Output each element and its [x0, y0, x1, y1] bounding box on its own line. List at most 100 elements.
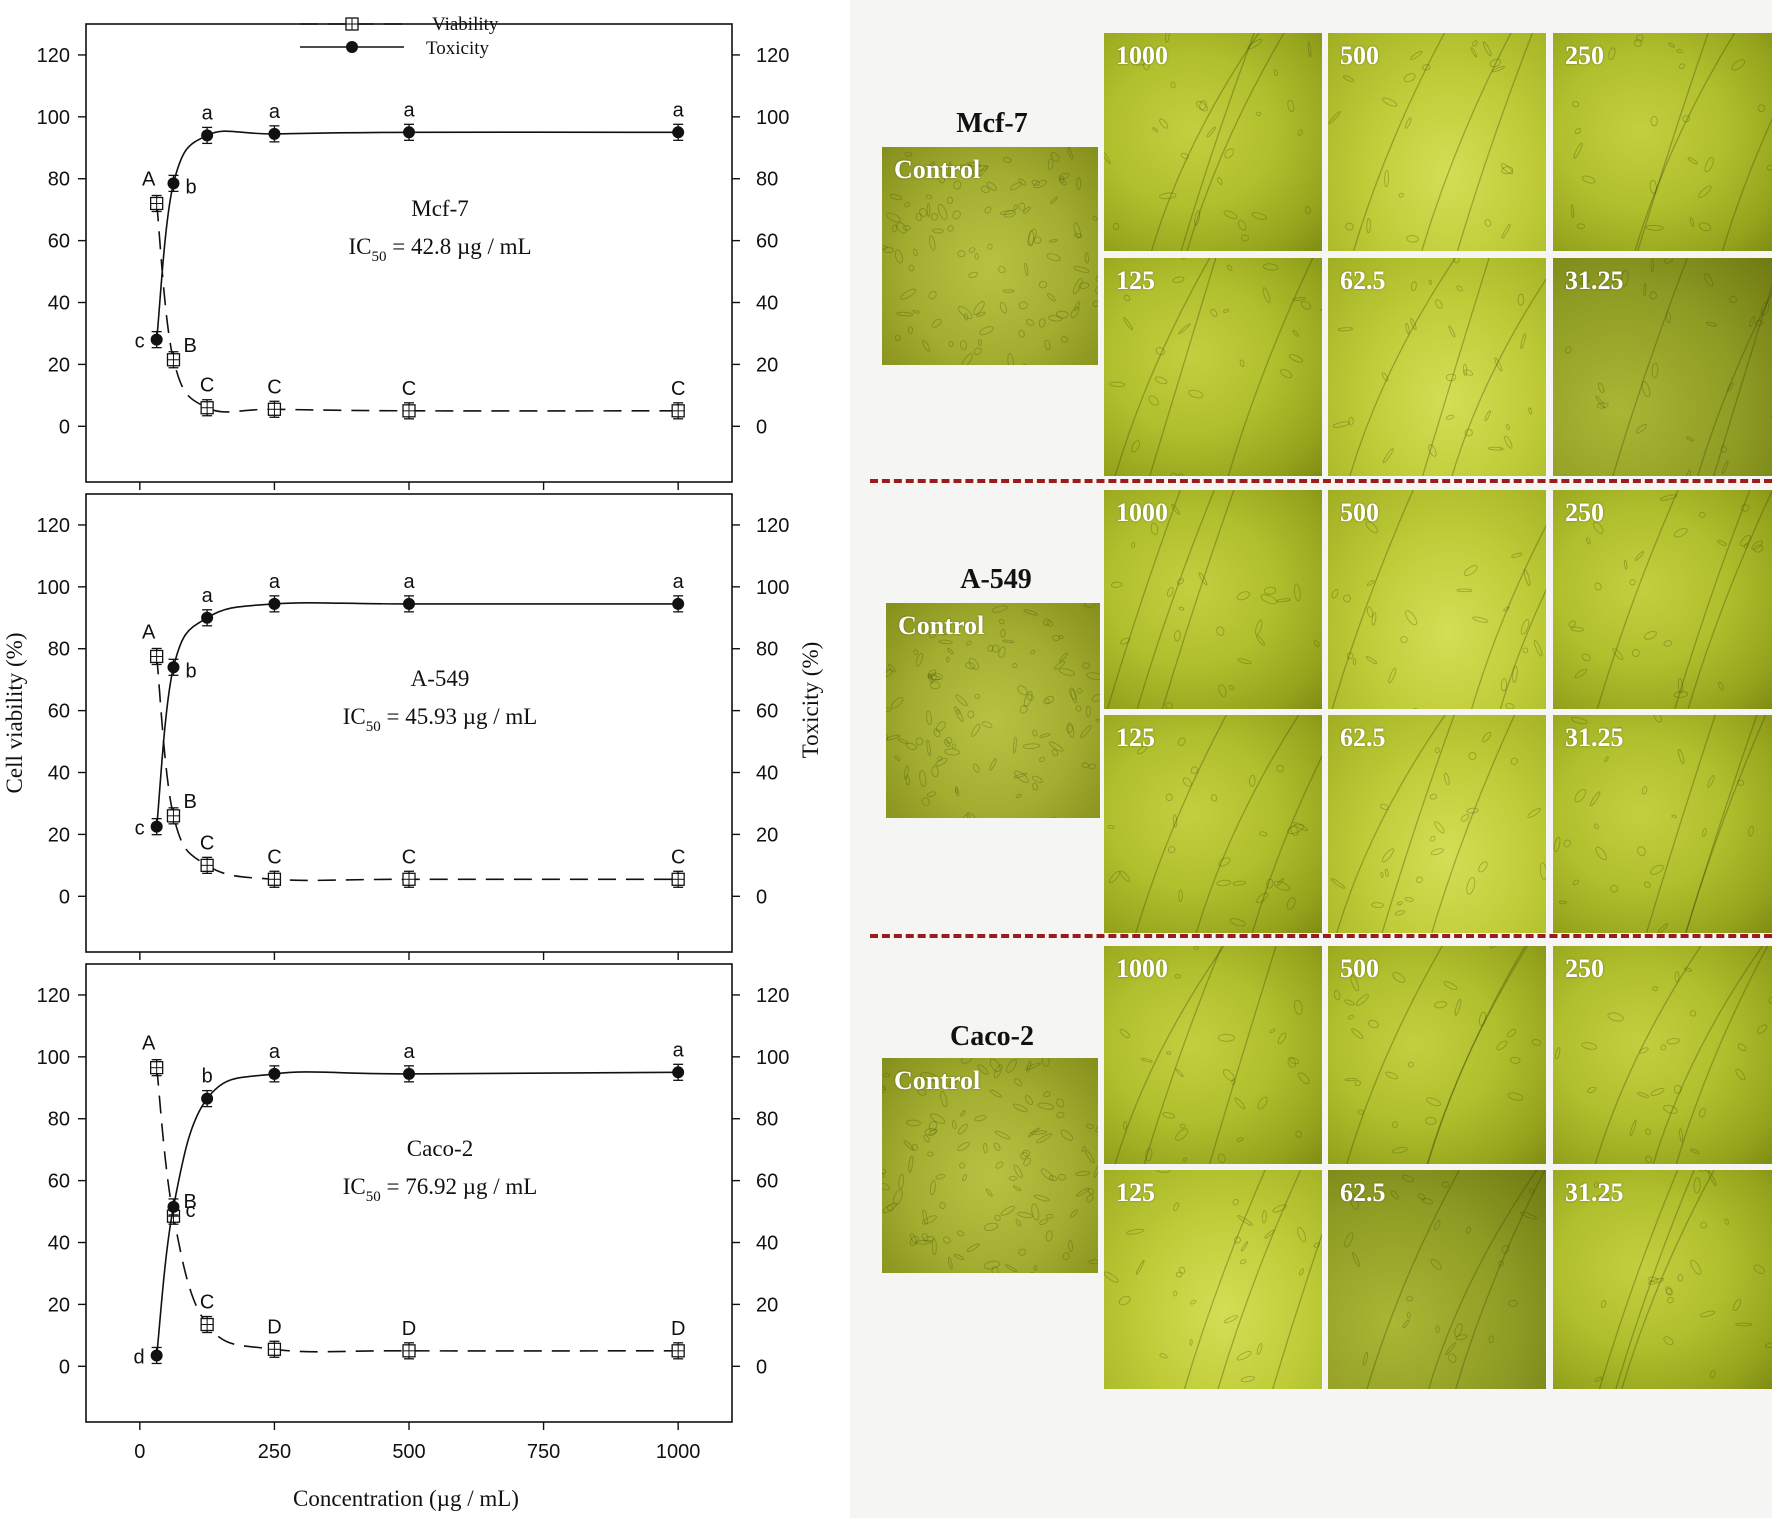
micrograph-label: 62.5 — [1340, 266, 1386, 295]
viability-significance-letter: C — [200, 1292, 214, 1314]
micrograph-label: 500 — [1340, 954, 1379, 983]
cell-texture — [882, 1058, 1098, 1273]
group-divider — [870, 934, 1772, 938]
micrograph-caco2-31-25: 31.25 — [1553, 1170, 1772, 1389]
y-tick-label-left: 0 — [59, 1356, 70, 1378]
x-tick-label: 250 — [258, 1441, 291, 1463]
micrograph-label: 1000 — [1116, 498, 1168, 527]
micrograph-a549-250: 250 — [1553, 490, 1772, 709]
toxicity-point — [201, 1092, 214, 1105]
y-tick-label-right: 100 — [756, 577, 789, 599]
toxicity-significance-letter: a — [403, 99, 415, 121]
micrograph-caco2-control: Control — [882, 1058, 1098, 1273]
chart-legend: Viability Toxicity — [300, 14, 499, 59]
micrograph-caco2-125: 125 — [1104, 1170, 1322, 1389]
micrograph-label: 125 — [1116, 266, 1155, 295]
y-tick-label-right: 20 — [756, 354, 778, 376]
y-tick-label-right: 100 — [756, 1047, 789, 1069]
y-tick-label-right: 60 — [756, 1171, 778, 1193]
cell-texture — [1570, 33, 1772, 251]
toxicity-series-line — [155, 601, 679, 827]
y-tick-label-right: 40 — [756, 1233, 778, 1255]
micrograph-mcf7-250: 250 — [1553, 33, 1772, 251]
micrograph-caco2-1000: 1000 — [1104, 946, 1322, 1164]
cell-texture — [1334, 946, 1542, 1164]
viability-series-line — [155, 1067, 679, 1353]
ic50-label: IC50 = 42.8 µg / mL — [348, 234, 531, 265]
y-tick-label-left: 80 — [48, 1109, 70, 1131]
chart-cell-line-label: Mcf-7 — [411, 196, 468, 221]
chart-panel-caco2: 120 120 100 100 80 80 60 60 40 40 20 20 0 0 0 250 500 750… — [37, 963, 789, 1463]
cell-texture — [1331, 490, 1546, 709]
micrograph-title-a549: A-549 — [960, 564, 1032, 595]
toxicity-point — [150, 333, 163, 346]
viability-significance-letter: A — [142, 168, 156, 190]
toxicity-significance-letter: a — [673, 1039, 685, 1061]
y-tick-label-left: 60 — [48, 1171, 70, 1193]
micrograph-label: 1000 — [1116, 41, 1168, 70]
cell-texture — [1106, 490, 1320, 709]
legend-toxicity-marker — [346, 41, 358, 53]
y-tick-label-right: 60 — [756, 701, 778, 723]
viability-significance-letter: C — [267, 376, 281, 398]
cell-texture — [1108, 258, 1322, 476]
toxicity-point — [201, 129, 214, 142]
micrograph-title-mcf7: Mcf-7 — [956, 108, 1028, 139]
toxicity-point — [672, 1066, 685, 1079]
micrograph-a549-125: 125 — [1104, 715, 1322, 933]
cell-texture — [1553, 715, 1772, 933]
toxicity-significance-letter: a — [202, 102, 214, 124]
micrograph-mcf7-control: Control — [882, 147, 1098, 365]
y-tick-label-left: 100 — [37, 577, 70, 599]
micrograph-label: 250 — [1565, 498, 1604, 527]
toxicity-significance-letter: b — [185, 660, 196, 682]
cell-texture — [1107, 715, 1322, 933]
toxicity-significance-letter: c — [135, 331, 145, 353]
toxicity-point — [403, 1067, 415, 1080]
micrograph-label: 125 — [1116, 1178, 1155, 1207]
y-tick-label-left: 40 — [48, 293, 70, 315]
micrograph-label: 500 — [1340, 498, 1379, 527]
y-tick-label-right: 100 — [756, 107, 789, 129]
y-tick-label-left: 80 — [48, 639, 70, 661]
y-tick-label-left: 80 — [48, 169, 70, 191]
viability-significance-letter: C — [402, 846, 416, 868]
x-tick-label: 500 — [392, 1441, 425, 1463]
y-axis-title-left: Cell viability (%) — [2, 633, 27, 794]
y-tick-label-right: 20 — [756, 1294, 778, 1316]
cell-texture — [1330, 715, 1546, 933]
chart-cell-line-label: A-549 — [411, 666, 470, 691]
y-tick-label-left: 0 — [59, 886, 70, 908]
micrograph-caco2-62-5: 62.5 — [1328, 1170, 1546, 1389]
micrograph-label: 31.25 — [1565, 266, 1624, 295]
micrograph-label: 250 — [1565, 954, 1604, 983]
cell-texture — [1344, 1170, 1546, 1389]
y-tick-label-left: 120 — [37, 45, 70, 67]
y-axis-title-right: Toxicity (%) — [798, 642, 823, 759]
y-tick-label-right: 20 — [756, 824, 778, 846]
y-tick-label-right: 80 — [756, 169, 778, 191]
cell-texture — [1594, 1170, 1772, 1389]
cell-texture — [1328, 33, 1534, 251]
y-tick-label-left: 120 — [37, 985, 70, 1007]
group-divider — [870, 479, 1772, 483]
y-tick-label-right: 0 — [756, 416, 767, 438]
toxicity-series-line — [155, 1071, 679, 1356]
viability-significance-letter: B — [183, 1191, 196, 1213]
micrograph-label: 250 — [1565, 41, 1604, 70]
viability-significance-letter: C — [200, 832, 214, 854]
micrograph-label: Control — [898, 611, 985, 640]
ic50-label: IC50 = 45.93 µg / mL — [343, 704, 538, 735]
toxicity-point — [150, 1349, 163, 1362]
micrograph-label: 31.25 — [1565, 1178, 1624, 1207]
micrograph-label: 62.5 — [1340, 1178, 1386, 1207]
cell-texture — [1555, 946, 1772, 1164]
cell-texture — [1104, 33, 1312, 251]
y-tick-label-left: 40 — [48, 1233, 70, 1255]
toxicity-point — [167, 661, 180, 674]
x-axis-title: Concentration (µg / mL) — [293, 1486, 519, 1511]
toxicity-point — [672, 126, 685, 139]
viability-significance-letter: C — [200, 375, 214, 397]
